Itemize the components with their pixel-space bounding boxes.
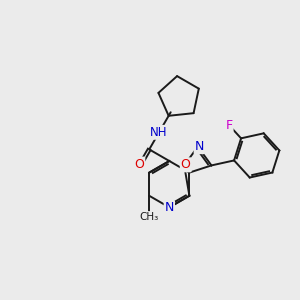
Text: NH: NH (150, 126, 168, 139)
Text: N: N (195, 140, 204, 153)
Text: F: F (226, 119, 232, 132)
Text: O: O (181, 158, 190, 171)
Text: N: N (165, 202, 174, 214)
Text: CH₃: CH₃ (140, 212, 159, 222)
Text: O: O (134, 158, 144, 171)
